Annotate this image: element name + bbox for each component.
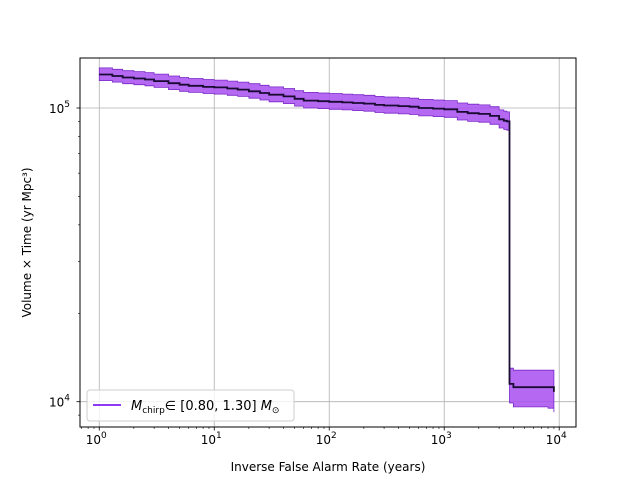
x-tick-label: 103 bbox=[431, 431, 452, 447]
legend: Mchirp∈ [0.80, 1.30] M⊙ bbox=[86, 389, 295, 422]
x-tick-label: 102 bbox=[316, 431, 337, 447]
confidence-band-layer bbox=[98, 67, 555, 413]
y-axis-label: Volume × Time (yr Mpc³) bbox=[20, 167, 34, 317]
legend-label: Mchirp∈ [0.80, 1.30] M⊙ bbox=[131, 399, 279, 416]
legend-box bbox=[86, 389, 295, 422]
x-tick-label: 101 bbox=[201, 431, 222, 447]
x-tick-label: 104 bbox=[546, 431, 567, 447]
y-tick-label: 105 bbox=[49, 100, 70, 116]
plot-frame bbox=[79, 57, 577, 428]
data-line-layer bbox=[99, 73, 555, 392]
x-axis-label: Inverse False Alarm Rate (years) bbox=[231, 460, 426, 474]
confidence-band bbox=[98, 67, 555, 413]
series-line bbox=[99, 73, 555, 392]
axis-ticks: 100 101 102 103 104 104 105 bbox=[49, 100, 567, 447]
x-tick-label: 100 bbox=[86, 431, 107, 447]
y-tick-label: 104 bbox=[49, 394, 70, 410]
